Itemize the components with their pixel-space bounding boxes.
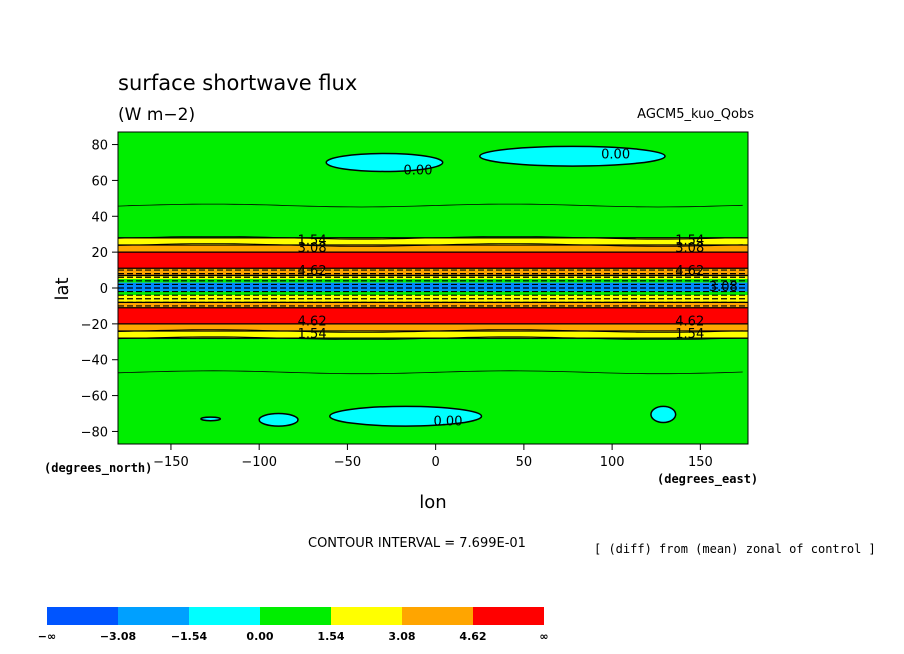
- contour-label: 1.54: [298, 327, 327, 342]
- contour-label: 4.62: [675, 314, 704, 329]
- contour-label: 3.08: [709, 280, 738, 295]
- flux-band: [118, 291, 748, 296]
- contour-label: 3.08: [298, 241, 327, 256]
- negative-flux-patch: [479, 145, 666, 167]
- contour-label: 1.54: [298, 234, 327, 249]
- plot-area: [118, 132, 748, 444]
- flux-band: [118, 268, 748, 276]
- chart-units: (W m−2): [118, 105, 195, 125]
- y-tick-label: 0: [100, 282, 108, 297]
- contour-label: 4.62: [298, 264, 327, 279]
- contour-label: 0.00: [601, 148, 630, 163]
- x-unit-label: (degrees_east): [657, 472, 758, 487]
- colorbar-label: −1.54: [171, 630, 208, 643]
- colorbar-swatch: [47, 607, 118, 625]
- y-tick-label: 40: [91, 210, 108, 225]
- model-label: AGCM5_kuo_Qobs: [637, 107, 754, 122]
- contour-label: 3.08: [675, 241, 704, 256]
- y-tick-label: 20: [91, 246, 108, 261]
- negative-flux-patch: [258, 412, 299, 427]
- y-tick-label: 60: [91, 174, 108, 189]
- contour-label: 1.54: [675, 234, 704, 249]
- x-tick-label: 100: [600, 455, 625, 470]
- negative-flux-patch: [200, 416, 222, 422]
- contour-label: 4.62: [298, 314, 327, 329]
- colorbar-label: 0.00: [246, 630, 273, 643]
- flux-band: [118, 307, 748, 324]
- colorbar-label: 4.62: [459, 630, 486, 643]
- flux-band: [118, 331, 748, 339]
- colorbar-swatch: [260, 607, 331, 625]
- colorbar-label: −∞: [38, 630, 56, 643]
- contour-label: 1.54: [675, 327, 704, 342]
- contour-labels: 0.000.000.001.543.084.621.543.084.624.62…: [298, 148, 738, 430]
- flux-band: [118, 132, 748, 238]
- colorbar-swatch: [331, 607, 402, 625]
- x-tick-label: 50: [516, 455, 533, 470]
- negative-flux-patch: [650, 405, 677, 424]
- x-tick-label: 0: [432, 455, 440, 470]
- contour-label: 4.62: [675, 264, 704, 279]
- flux-band: [118, 338, 748, 444]
- flux-band: [118, 282, 748, 292]
- flux-band: [118, 323, 748, 332]
- contour-line: [117, 370, 743, 375]
- flux-band: [118, 302, 748, 308]
- contour-interval: CONTOUR INTERVAL = 7.699E-01: [308, 536, 526, 551]
- negative-flux-patch: [325, 152, 444, 173]
- y-tick-label: −20: [81, 318, 108, 333]
- colorbar-label: 3.08: [388, 630, 415, 643]
- colorbar-label: ∞: [539, 630, 548, 643]
- negative-flux-patch: [329, 405, 483, 427]
- x-tick-label: −100: [241, 455, 277, 470]
- x-tick-label: −150: [153, 455, 189, 470]
- colorbar-swatch: [473, 607, 544, 625]
- y-axis: −80 −60 −40 −20 0 20 40 60 80: [81, 139, 118, 440]
- x-tick-label: −50: [334, 455, 361, 470]
- x-axis-label: lon: [419, 492, 446, 513]
- colorbar-swatch: [189, 607, 260, 625]
- comparison-note: [ (diff) from (mean) zonal of control ]: [594, 542, 876, 556]
- x-tick-label: 150: [688, 455, 713, 470]
- colorbar-label: 1.54: [317, 630, 344, 643]
- y-tick-label: −60: [81, 390, 108, 405]
- y-axis-label: lat: [52, 277, 73, 300]
- chart-title: surface shortwave flux: [118, 71, 357, 95]
- colorbar: −∞ −3.08 −1.54 0.00 1.54 3.08 4.62 ∞: [38, 607, 549, 643]
- flux-band: [118, 252, 748, 269]
- colorbar-swatch: [118, 607, 189, 625]
- y-tick-label: −40: [81, 354, 108, 369]
- colorbar-label: −3.08: [100, 630, 136, 643]
- flux-band: [118, 237, 748, 245]
- contour-lines: [117, 203, 748, 375]
- y-tick-label: 80: [91, 139, 108, 154]
- y-unit-label: (degrees_north): [44, 461, 152, 476]
- flux-band: [118, 244, 748, 253]
- contour-label: 0.00: [434, 415, 463, 430]
- colorbar-swatch: [402, 607, 473, 625]
- contour-label: 0.00: [404, 164, 433, 179]
- contour-line: [117, 203, 743, 208]
- x-axis: −150 −100 −50 0 50 100 150: [153, 444, 713, 470]
- y-tick-label: −80: [81, 425, 108, 440]
